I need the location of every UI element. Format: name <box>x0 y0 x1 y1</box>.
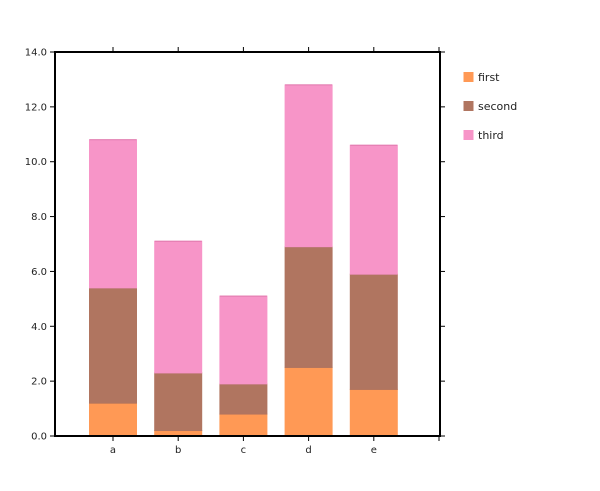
bar-first-c <box>219 413 268 437</box>
plot-frame <box>54 51 441 437</box>
legend-swatch-second <box>463 101 474 111</box>
bar-first-e <box>349 388 398 437</box>
y-tick-label: 0.0 <box>31 432 47 443</box>
y-tick-label: 14.0 <box>25 48 47 59</box>
legend-label-first: first <box>478 71 500 84</box>
y-tick-label: 10.0 <box>25 157 47 168</box>
x-tick-label: e <box>371 445 377 456</box>
bar-first-a <box>89 402 137 437</box>
legend-swatch-third <box>463 130 474 140</box>
bar-second-e <box>349 273 398 390</box>
legend-label-second: second <box>478 100 517 113</box>
y-tick-label: 2.0 <box>31 377 47 388</box>
x-tick-label: b <box>175 445 181 456</box>
y-tick-label: 4.0 <box>31 322 47 333</box>
bar-third-d <box>284 84 333 248</box>
legend-label-third: third <box>478 129 504 142</box>
x-tick-label: d <box>305 445 311 456</box>
y-tick-label: 8.0 <box>31 212 47 223</box>
bar-second-a <box>89 287 137 404</box>
legend-swatch-first <box>463 72 474 82</box>
bar-third-e <box>349 144 398 275</box>
bar-third-b <box>154 240 203 374</box>
bar-third-a <box>89 139 137 289</box>
legend: first second third <box>463 71 517 142</box>
bar-second-d <box>284 246 333 368</box>
bar-first-d <box>284 366 333 437</box>
y-tick-label: 6.0 <box>31 267 47 278</box>
bar-third-c <box>219 295 268 385</box>
y-tick-label: 12.0 <box>25 102 47 113</box>
x-tick-label: c <box>241 445 247 456</box>
bar-second-c <box>219 383 268 415</box>
bars-layer <box>89 84 398 437</box>
x-tick-label: a <box>110 445 116 456</box>
bar-second-b <box>154 372 203 432</box>
